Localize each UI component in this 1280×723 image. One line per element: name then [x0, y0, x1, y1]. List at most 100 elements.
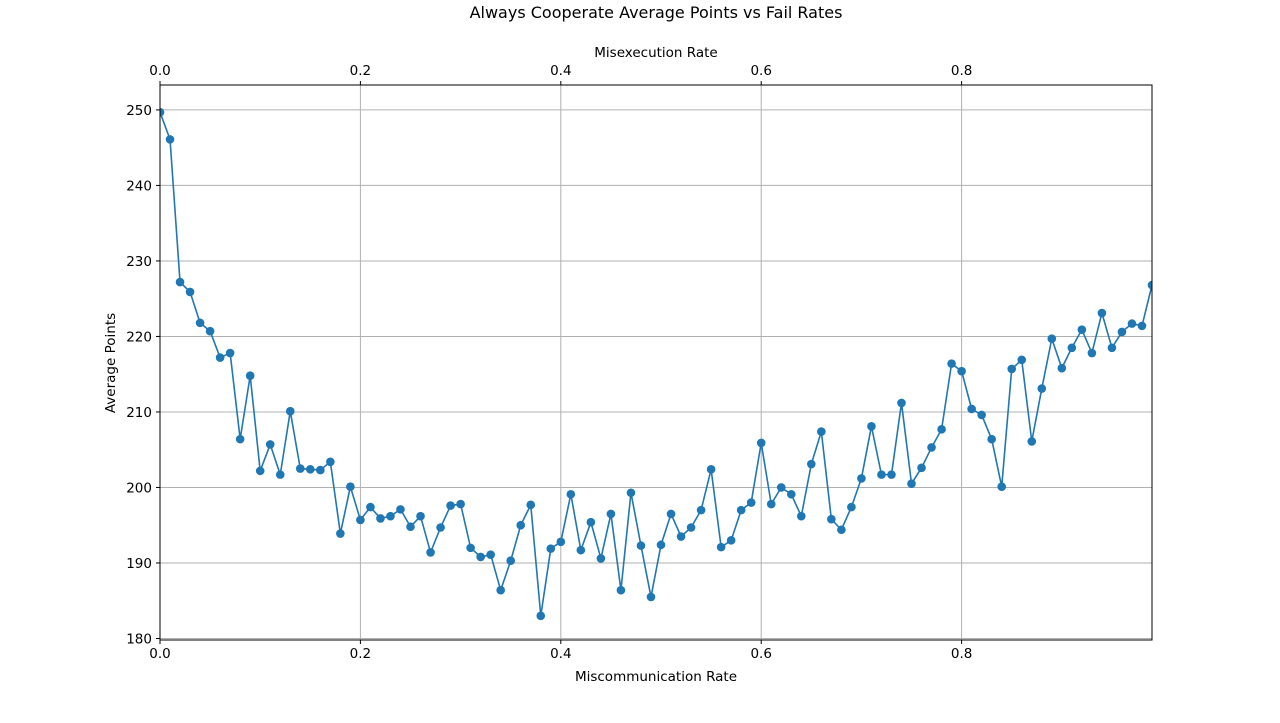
data-point	[576, 545, 586, 555]
data-point	[586, 517, 596, 527]
data-point	[957, 366, 966, 376]
x-tick-label: 0.6	[750, 646, 771, 662]
grid	[159, 85, 1152, 640]
data-point	[897, 398, 906, 408]
data-point	[306, 465, 315, 474]
data-point	[556, 537, 566, 547]
data-point	[376, 514, 385, 523]
data-point	[666, 509, 676, 519]
data-point	[1077, 325, 1087, 334]
data-point	[817, 427, 826, 436]
data-point	[366, 502, 375, 512]
data-point	[887, 470, 896, 479]
data-point	[636, 541, 646, 550]
data-point	[476, 552, 485, 562]
data-point	[967, 404, 976, 414]
data-point	[626, 488, 636, 498]
data-point	[656, 540, 666, 550]
data-point	[496, 585, 505, 595]
data-point	[987, 434, 996, 444]
data-point	[195, 318, 205, 328]
data-point	[1037, 384, 1047, 393]
top-tick-label: 0.0	[149, 63, 170, 79]
data-point	[356, 515, 365, 525]
data-point	[265, 440, 275, 449]
data-point	[796, 511, 806, 521]
data-point	[1027, 437, 1037, 446]
y-tick-label: 220	[126, 329, 152, 345]
data-point	[275, 470, 285, 479]
data-point	[857, 474, 866, 483]
data-point	[436, 523, 445, 532]
data-point	[516, 520, 526, 530]
series	[160, 107, 1152, 621]
x-axis-label: Miscommunication Rate	[575, 669, 737, 685]
data-point	[1117, 327, 1127, 337]
data-point	[847, 502, 856, 512]
data-point	[1017, 355, 1027, 365]
data-point	[336, 529, 345, 538]
y-tick-label: 190	[126, 556, 152, 572]
data-point	[396, 505, 405, 514]
data-point	[917, 463, 926, 473]
data-point	[837, 525, 846, 535]
data-point	[646, 592, 656, 602]
y-axis-label: Average Points	[103, 313, 119, 413]
data-point	[927, 443, 936, 452]
x-tick-label: 0.4	[550, 646, 571, 662]
data-point	[716, 542, 726, 552]
data-point	[426, 548, 435, 557]
data-point	[1087, 348, 1097, 358]
data-point	[225, 348, 235, 358]
data-point	[1147, 280, 1152, 290]
data-point	[696, 505, 706, 515]
top-tick-label: 0.6	[750, 63, 771, 79]
data-point	[1097, 308, 1107, 318]
data-point	[977, 410, 986, 420]
data-point	[706, 465, 716, 474]
data-point	[205, 326, 215, 336]
data-point	[606, 509, 616, 519]
data-point	[160, 107, 165, 117]
data-point	[326, 457, 335, 467]
data-point	[566, 489, 576, 499]
top-tick-label: 0.2	[350, 63, 371, 79]
data-point	[255, 466, 265, 476]
data-point	[175, 277, 185, 287]
data-point	[1007, 364, 1017, 374]
data-point	[416, 511, 425, 521]
data-point	[346, 482, 355, 492]
y-tick-label: 250	[126, 103, 152, 119]
data-point	[766, 499, 776, 509]
data-point	[616, 585, 626, 595]
data-point	[676, 532, 686, 541]
data-point	[596, 554, 606, 563]
data-point	[486, 550, 495, 559]
x-tick-label: 0.8	[951, 646, 972, 662]
data-point	[386, 511, 395, 521]
data-point	[316, 465, 325, 475]
data-point	[235, 434, 245, 444]
y-tick-label: 230	[126, 254, 152, 270]
data-point	[245, 371, 255, 381]
data-point	[907, 479, 916, 488]
data-point	[1057, 363, 1067, 373]
data-point	[1047, 334, 1057, 344]
data-point	[1067, 343, 1077, 353]
data-point	[295, 464, 305, 473]
data-point	[456, 499, 465, 509]
x-tick-label: 0.2	[350, 646, 371, 662]
data-point	[877, 470, 886, 479]
data-point	[285, 406, 295, 416]
y-tick-label: 200	[126, 480, 152, 496]
top-tick-label: 0.4	[550, 63, 571, 79]
data-point	[506, 556, 516, 566]
top-axis-label: Misexecution Rate	[594, 45, 717, 61]
data-point	[947, 359, 956, 368]
data-point	[446, 501, 455, 510]
data-point	[807, 459, 816, 469]
data-point	[686, 523, 696, 532]
data-point	[185, 287, 195, 297]
data-point	[756, 438, 766, 448]
